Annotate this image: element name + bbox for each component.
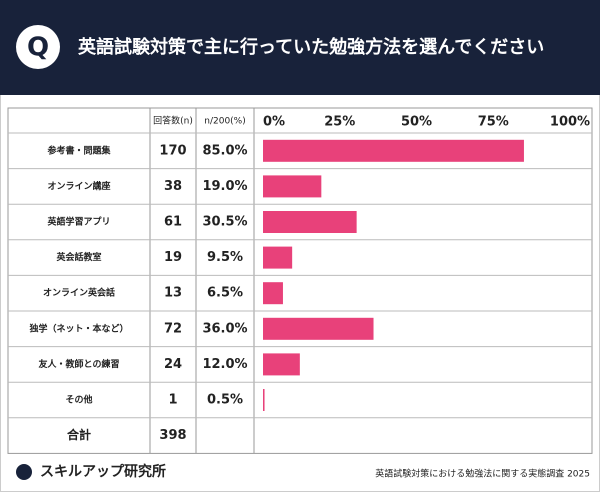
category-label: 独学（ネット・本など）: [28, 322, 128, 334]
count-cell: 61: [164, 215, 182, 230]
x-tick-label: 50%: [401, 115, 432, 130]
brand-logo: [16, 464, 32, 480]
total-cell: 398: [159, 428, 186, 443]
bar: [263, 246, 293, 269]
count-cell: 72: [164, 321, 182, 336]
count-cell: 1: [168, 393, 177, 408]
category-label: 英語学習アプリ: [46, 216, 110, 228]
bar: [263, 175, 322, 198]
table-border: [7, 107, 593, 454]
x-tick-label: 75%: [478, 115, 509, 130]
count-cell: 19: [164, 250, 182, 265]
count-cell: 24: [164, 357, 182, 372]
bar: [263, 211, 357, 233]
category-label: 参考書・問題集: [47, 144, 111, 156]
percent-cell: 0.5%: [207, 393, 243, 408]
bar: [263, 389, 265, 411]
count-cell: 38: [164, 179, 182, 194]
x-tick-label: 100%: [550, 115, 590, 130]
brand: スキルアップ研究所: [40, 463, 166, 480]
total-label: 合計: [67, 427, 91, 442]
bar: [263, 317, 374, 340]
chart-title: 英語試験対策で主に行っていた勉強方法を選んでください: [77, 36, 544, 58]
badge: Q: [27, 33, 49, 63]
percent-header: n/200(%): [204, 117, 246, 127]
x-tick-label: 25%: [324, 115, 355, 130]
percent-cell: 36.0%: [202, 321, 247, 336]
count-cell: 170: [159, 143, 186, 158]
percent-cell: 6.5%: [207, 286, 243, 301]
category-label: 友人・教師との練習: [39, 358, 120, 370]
percent-cell: 85.0%: [202, 143, 247, 158]
category-label: 英会話教室: [55, 251, 101, 263]
category-label: オンライン講座: [47, 180, 110, 192]
percent-cell: 19.0%: [202, 179, 247, 194]
category-label: その他: [65, 394, 92, 406]
percent-cell: 30.5%: [202, 215, 247, 230]
x-tick-label: 0%: [263, 115, 285, 130]
count-cell: 13: [164, 286, 182, 301]
bar: [263, 139, 524, 162]
count-header: 回答数(n): [153, 115, 193, 127]
percent-cell: 9.5%: [207, 250, 243, 265]
badge-circle: [16, 25, 60, 69]
percent-cell: 12.0%: [202, 357, 247, 372]
bar: [263, 282, 283, 305]
header-band: [0, 0, 600, 95]
category-label: オンライン英会話: [43, 287, 115, 299]
bar: [263, 353, 300, 376]
footer-note: 英語試験対策における勉強法に関する実態調査 2025: [375, 468, 590, 480]
